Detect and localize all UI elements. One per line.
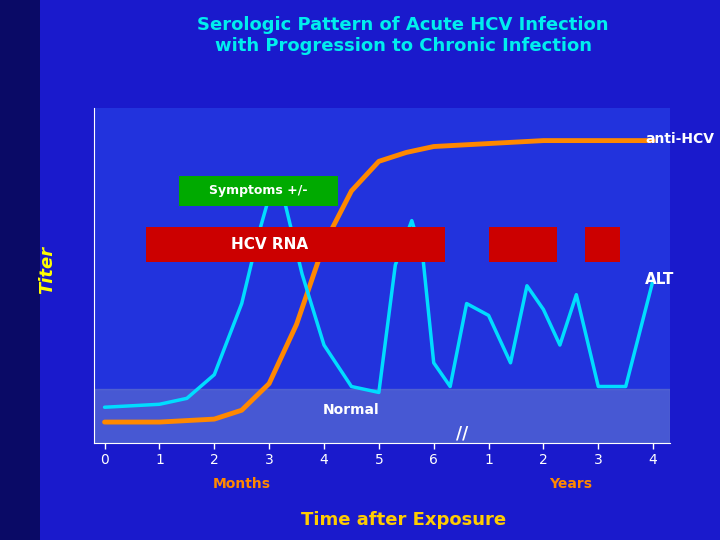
Text: Months: Months bbox=[212, 477, 271, 491]
Bar bbox=[145, 226, 445, 262]
Bar bbox=[489, 226, 557, 262]
Text: Symptoms +/-: Symptoms +/- bbox=[209, 185, 307, 198]
Text: Titer: Titer bbox=[38, 246, 56, 294]
Text: Normal: Normal bbox=[323, 403, 379, 417]
Text: anti-HCV: anti-HCV bbox=[645, 132, 714, 146]
Text: ALT: ALT bbox=[645, 272, 675, 287]
Bar bbox=[585, 226, 620, 262]
Text: Years: Years bbox=[549, 477, 593, 491]
Text: Time after Exposure: Time after Exposure bbox=[301, 511, 505, 529]
Bar bbox=[94, 389, 670, 443]
Text: HCV RNA: HCV RNA bbox=[230, 237, 307, 252]
Text: //: // bbox=[456, 425, 469, 443]
Text: Serologic Pattern of Acute HCV Infection
with Progression to Chronic Infection: Serologic Pattern of Acute HCV Infection… bbox=[197, 16, 609, 55]
Bar bbox=[179, 176, 338, 206]
